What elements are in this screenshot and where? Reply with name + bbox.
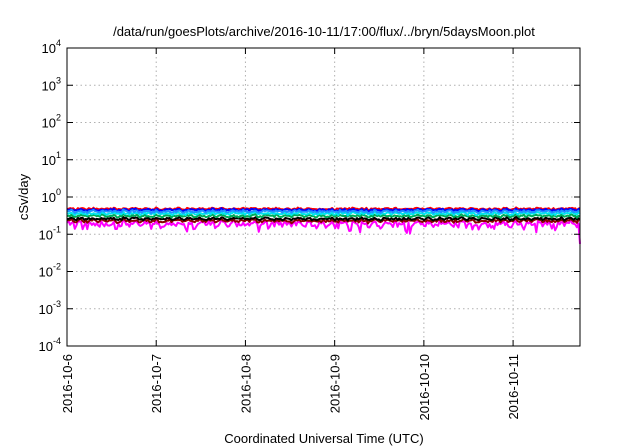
y-axis-title: cSv/day [16, 173, 31, 220]
y-tick-label: 102 [42, 113, 61, 131]
series-line [66, 218, 581, 244]
x-tick-label: 2016-10-11 [506, 354, 521, 420]
y-tick-label: 10-3 [39, 299, 61, 317]
y-tick-label: 103 [42, 75, 61, 93]
y-tick-label: 101 [42, 150, 61, 168]
chart-title: /data/run/goesPlots/archive/2016-10-11/1… [113, 24, 535, 39]
series-line [66, 215, 581, 222]
y-tick-label: 104 [42, 38, 61, 56]
series-line [66, 212, 581, 219]
series-line [66, 217, 581, 225]
x-tick-label: 2016-10-7 [149, 354, 164, 413]
x-tick-label: 2016-10-8 [238, 354, 253, 413]
x-axis: 2016-10-6 2016-10-7 2016-10-8 2016-10-9 2016… [60, 48, 521, 421]
y-tick-label: 10-1 [39, 224, 61, 242]
series-layer [66, 206, 581, 244]
grid [67, 48, 580, 346]
y-tick-label: 10-4 [39, 336, 61, 354]
x-axis-title: Coordinated Universal Time (UTC) [224, 431, 423, 446]
x-tick-label: 2016-10-6 [60, 354, 75, 413]
series-line [66, 208, 580, 215]
x-tick-label: 2016-10-9 [328, 354, 343, 413]
y-tick-label: 100 [42, 187, 61, 205]
y-tick-label: 10-2 [39, 262, 61, 280]
series-line [66, 210, 581, 217]
y-axis: 10-4 10-3 10-2 10-1 100 101 102 103 104 [39, 38, 580, 354]
x-tick-label: 2016-10-10 [417, 354, 432, 421]
